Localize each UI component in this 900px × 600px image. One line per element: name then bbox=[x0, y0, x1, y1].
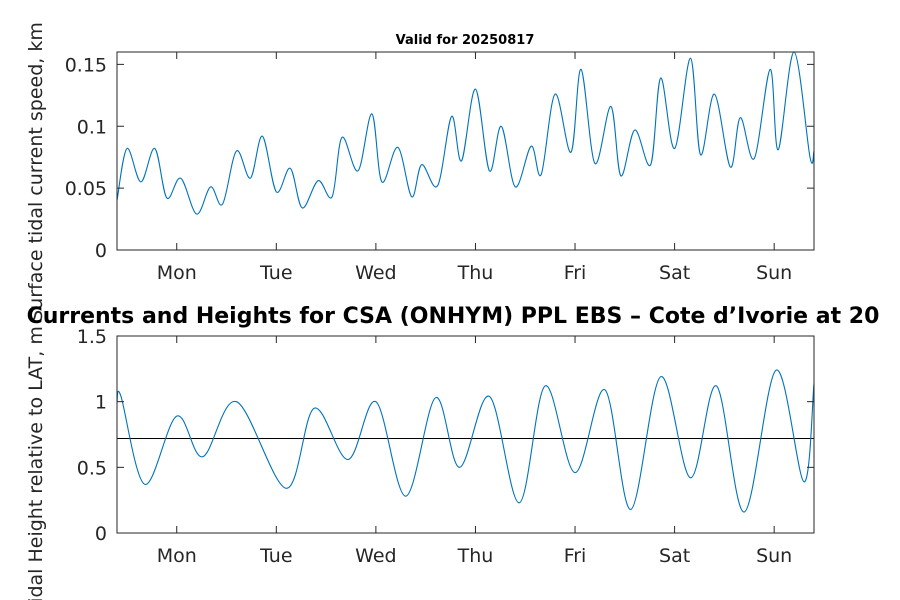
x-tick-label: Sun bbox=[756, 545, 792, 567]
x-tick-label: Fri bbox=[564, 545, 587, 567]
x-tick-label: Thu bbox=[457, 545, 494, 567]
panel-1: Mon Tue Wed Thu Fri Sat Sun 0 0.05 0.1 0.15 Surface… bbox=[25, 22, 815, 322]
y-tick-label: 1 bbox=[95, 392, 107, 414]
y-axis-label: Tidal Height relative to LAT, m bbox=[25, 326, 47, 600]
y-tick-label: 0.1 bbox=[77, 116, 107, 138]
y-axis-label: Surface tidal current speed, km bbox=[25, 22, 47, 322]
x-tick-label: Tue bbox=[259, 545, 292, 567]
x-tick-label: Thu bbox=[457, 262, 494, 284]
axes-frame bbox=[116, 335, 815, 534]
axes-frame bbox=[116, 51, 815, 251]
x-tick-label: Tue bbox=[259, 262, 292, 284]
chart-subtitle: Valid for 20250817 bbox=[396, 33, 535, 48]
x-tick-label: Sat bbox=[659, 262, 690, 284]
x-tick-label: Sun bbox=[756, 262, 792, 284]
y-tick-label: 0.05 bbox=[65, 178, 107, 200]
x-tick-label: Wed bbox=[355, 262, 396, 284]
x-tick-label: Sat bbox=[659, 545, 690, 567]
y-tick-label: 0 bbox=[95, 240, 107, 262]
series-line-1 bbox=[116, 51, 815, 215]
x-tick-label: Fri bbox=[564, 262, 587, 284]
x-tick-label: Wed bbox=[355, 545, 396, 567]
y-tick-label: 1.5 bbox=[77, 326, 107, 348]
panel-2: Mon Tue Wed Thu Fri Sat Sun 0 0.5 1 1.5 Tidal Heigh… bbox=[25, 326, 815, 600]
y-tick-label: 0.5 bbox=[77, 457, 107, 479]
x-tick-label: Mon bbox=[157, 262, 197, 284]
chart-title: Currents and Heights for CSA (ONHYM) PPL… bbox=[27, 304, 880, 329]
series-line-1 bbox=[116, 369, 815, 513]
x-tick-label: Mon bbox=[157, 545, 197, 567]
y-tick-label: 0.15 bbox=[65, 54, 107, 76]
y-tick-label: 0 bbox=[95, 523, 107, 545]
